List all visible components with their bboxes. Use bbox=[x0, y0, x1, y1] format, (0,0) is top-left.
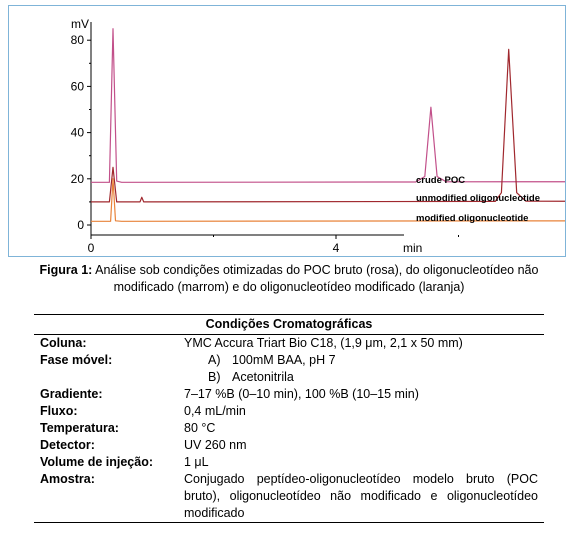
caption-label: Figura 1: bbox=[39, 263, 93, 277]
table-row: Gradiente: 7–17 %B (0–10 min), 100 %B (1… bbox=[34, 386, 544, 403]
table-title: Condições Cromatográficas bbox=[34, 314, 544, 335]
table-row: Temperatura: 80 °C bbox=[34, 420, 544, 437]
row-value: UV 260 nm bbox=[184, 438, 247, 452]
row-value: 80 °C bbox=[184, 421, 216, 435]
mobile-phase-b: B) Acetonitrila bbox=[208, 370, 294, 384]
conditions-table: Condições Cromatográficas Coluna: YMC Ac… bbox=[34, 314, 544, 523]
y-tick-label: 0 bbox=[77, 218, 84, 232]
legend-label-2: modified oligonucleotide bbox=[416, 213, 528, 224]
y-tick-label: 80 bbox=[71, 33, 85, 47]
row-value: 0,4 mL/min bbox=[184, 404, 246, 418]
legend-label-1: unmodified oligonucleotide bbox=[416, 193, 540, 204]
row-label: Volume de injeção: bbox=[40, 455, 153, 469]
x-tick-label: 0 bbox=[88, 241, 95, 255]
y-tick-label: 60 bbox=[71, 79, 85, 93]
legend-label-0: crude POC bbox=[416, 175, 465, 186]
table-row: Detector: UV 260 nm bbox=[34, 437, 544, 454]
row-label: Fase móvel: bbox=[40, 353, 113, 367]
row-label: Amostra: bbox=[34, 471, 184, 523]
mobile-phase-a: A) 100mM BAA, pH 7 bbox=[208, 353, 336, 367]
table-row: B) Acetonitrila bbox=[34, 369, 544, 386]
caption-text: Análise sob condições otimizadas do POC … bbox=[92, 263, 539, 294]
y-axis-label: mV bbox=[71, 17, 89, 31]
row-label: Detector: bbox=[40, 438, 95, 452]
table-row: Fluxo: 0,4 mL/min bbox=[34, 403, 544, 420]
row-value: Conjugado peptídeo-oligonucleotídeo mode… bbox=[184, 471, 544, 523]
row-value: YMC Accura Triart Bio C18, (1,9 μm, 2,1 … bbox=[184, 336, 463, 350]
table-row: Coluna: YMC Accura Triart Bio C18, (1,9 … bbox=[34, 335, 544, 353]
figure-caption: Figura 1: Análise sob condições otimizad… bbox=[8, 262, 570, 296]
x-axis-label: min bbox=[403, 241, 422, 255]
y-tick-label: 40 bbox=[71, 126, 85, 140]
row-value: 1 μL bbox=[184, 455, 209, 469]
y-tick-label: 20 bbox=[71, 172, 85, 186]
row-label: Gradiente: bbox=[40, 387, 103, 401]
x-tick-label: 4 bbox=[333, 241, 340, 255]
table-row: Volume de injeção: 1 μL bbox=[34, 454, 544, 471]
row-label: Temperatura: bbox=[40, 421, 119, 435]
table-row: Amostra: Conjugado peptídeo-oligonucleot… bbox=[34, 471, 544, 523]
series-line-1 bbox=[91, 48, 565, 203]
series-line-2 bbox=[91, 178, 565, 222]
table-row: Fase móvel: A) 100mM BAA, pH 7 bbox=[34, 352, 544, 369]
row-value: 7–17 %B (0–10 min), 100 %B (10–15 min) bbox=[184, 387, 419, 401]
row-label: Fluxo: bbox=[40, 404, 78, 418]
series-line-0 bbox=[91, 28, 565, 183]
row-label: Coluna: bbox=[40, 336, 87, 350]
